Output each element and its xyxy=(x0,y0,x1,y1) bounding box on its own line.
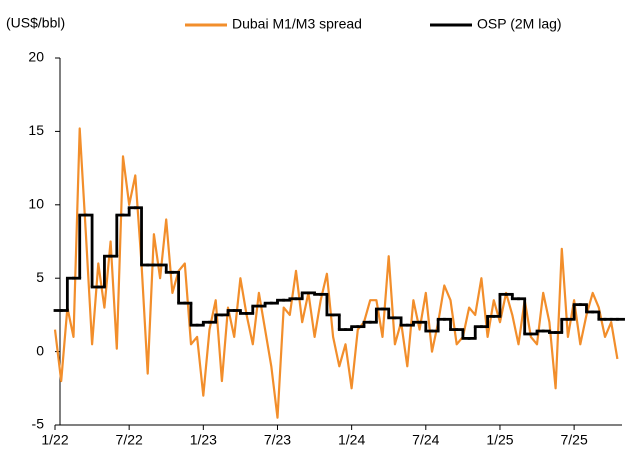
y-tick-label: 0 xyxy=(36,342,44,358)
x-tick-label: 7/24 xyxy=(412,432,439,448)
y-tick-label: 5 xyxy=(36,269,44,285)
legend-label: Dubai M1/M3 spread xyxy=(232,16,362,32)
x-tick-label: 1/25 xyxy=(486,432,513,448)
x-tick-label: 1/23 xyxy=(190,432,217,448)
x-tick-label: 7/25 xyxy=(560,432,587,448)
x-tick-label: 1/24 xyxy=(338,432,365,448)
y-tick-label: 10 xyxy=(28,196,44,212)
data-line xyxy=(53,127,619,419)
x-tick-label: 7/23 xyxy=(264,432,291,448)
legend-label: OSP (2M lag) xyxy=(477,16,562,32)
y-unit-label: (US$/bbl) xyxy=(6,15,65,31)
x-tick-label: 7/22 xyxy=(116,432,143,448)
y-tick-label: 15 xyxy=(28,122,44,138)
y-tick-label: -5 xyxy=(32,416,45,432)
x-tick-label: 1/22 xyxy=(41,432,68,448)
y-tick-label: 20 xyxy=(28,49,44,65)
